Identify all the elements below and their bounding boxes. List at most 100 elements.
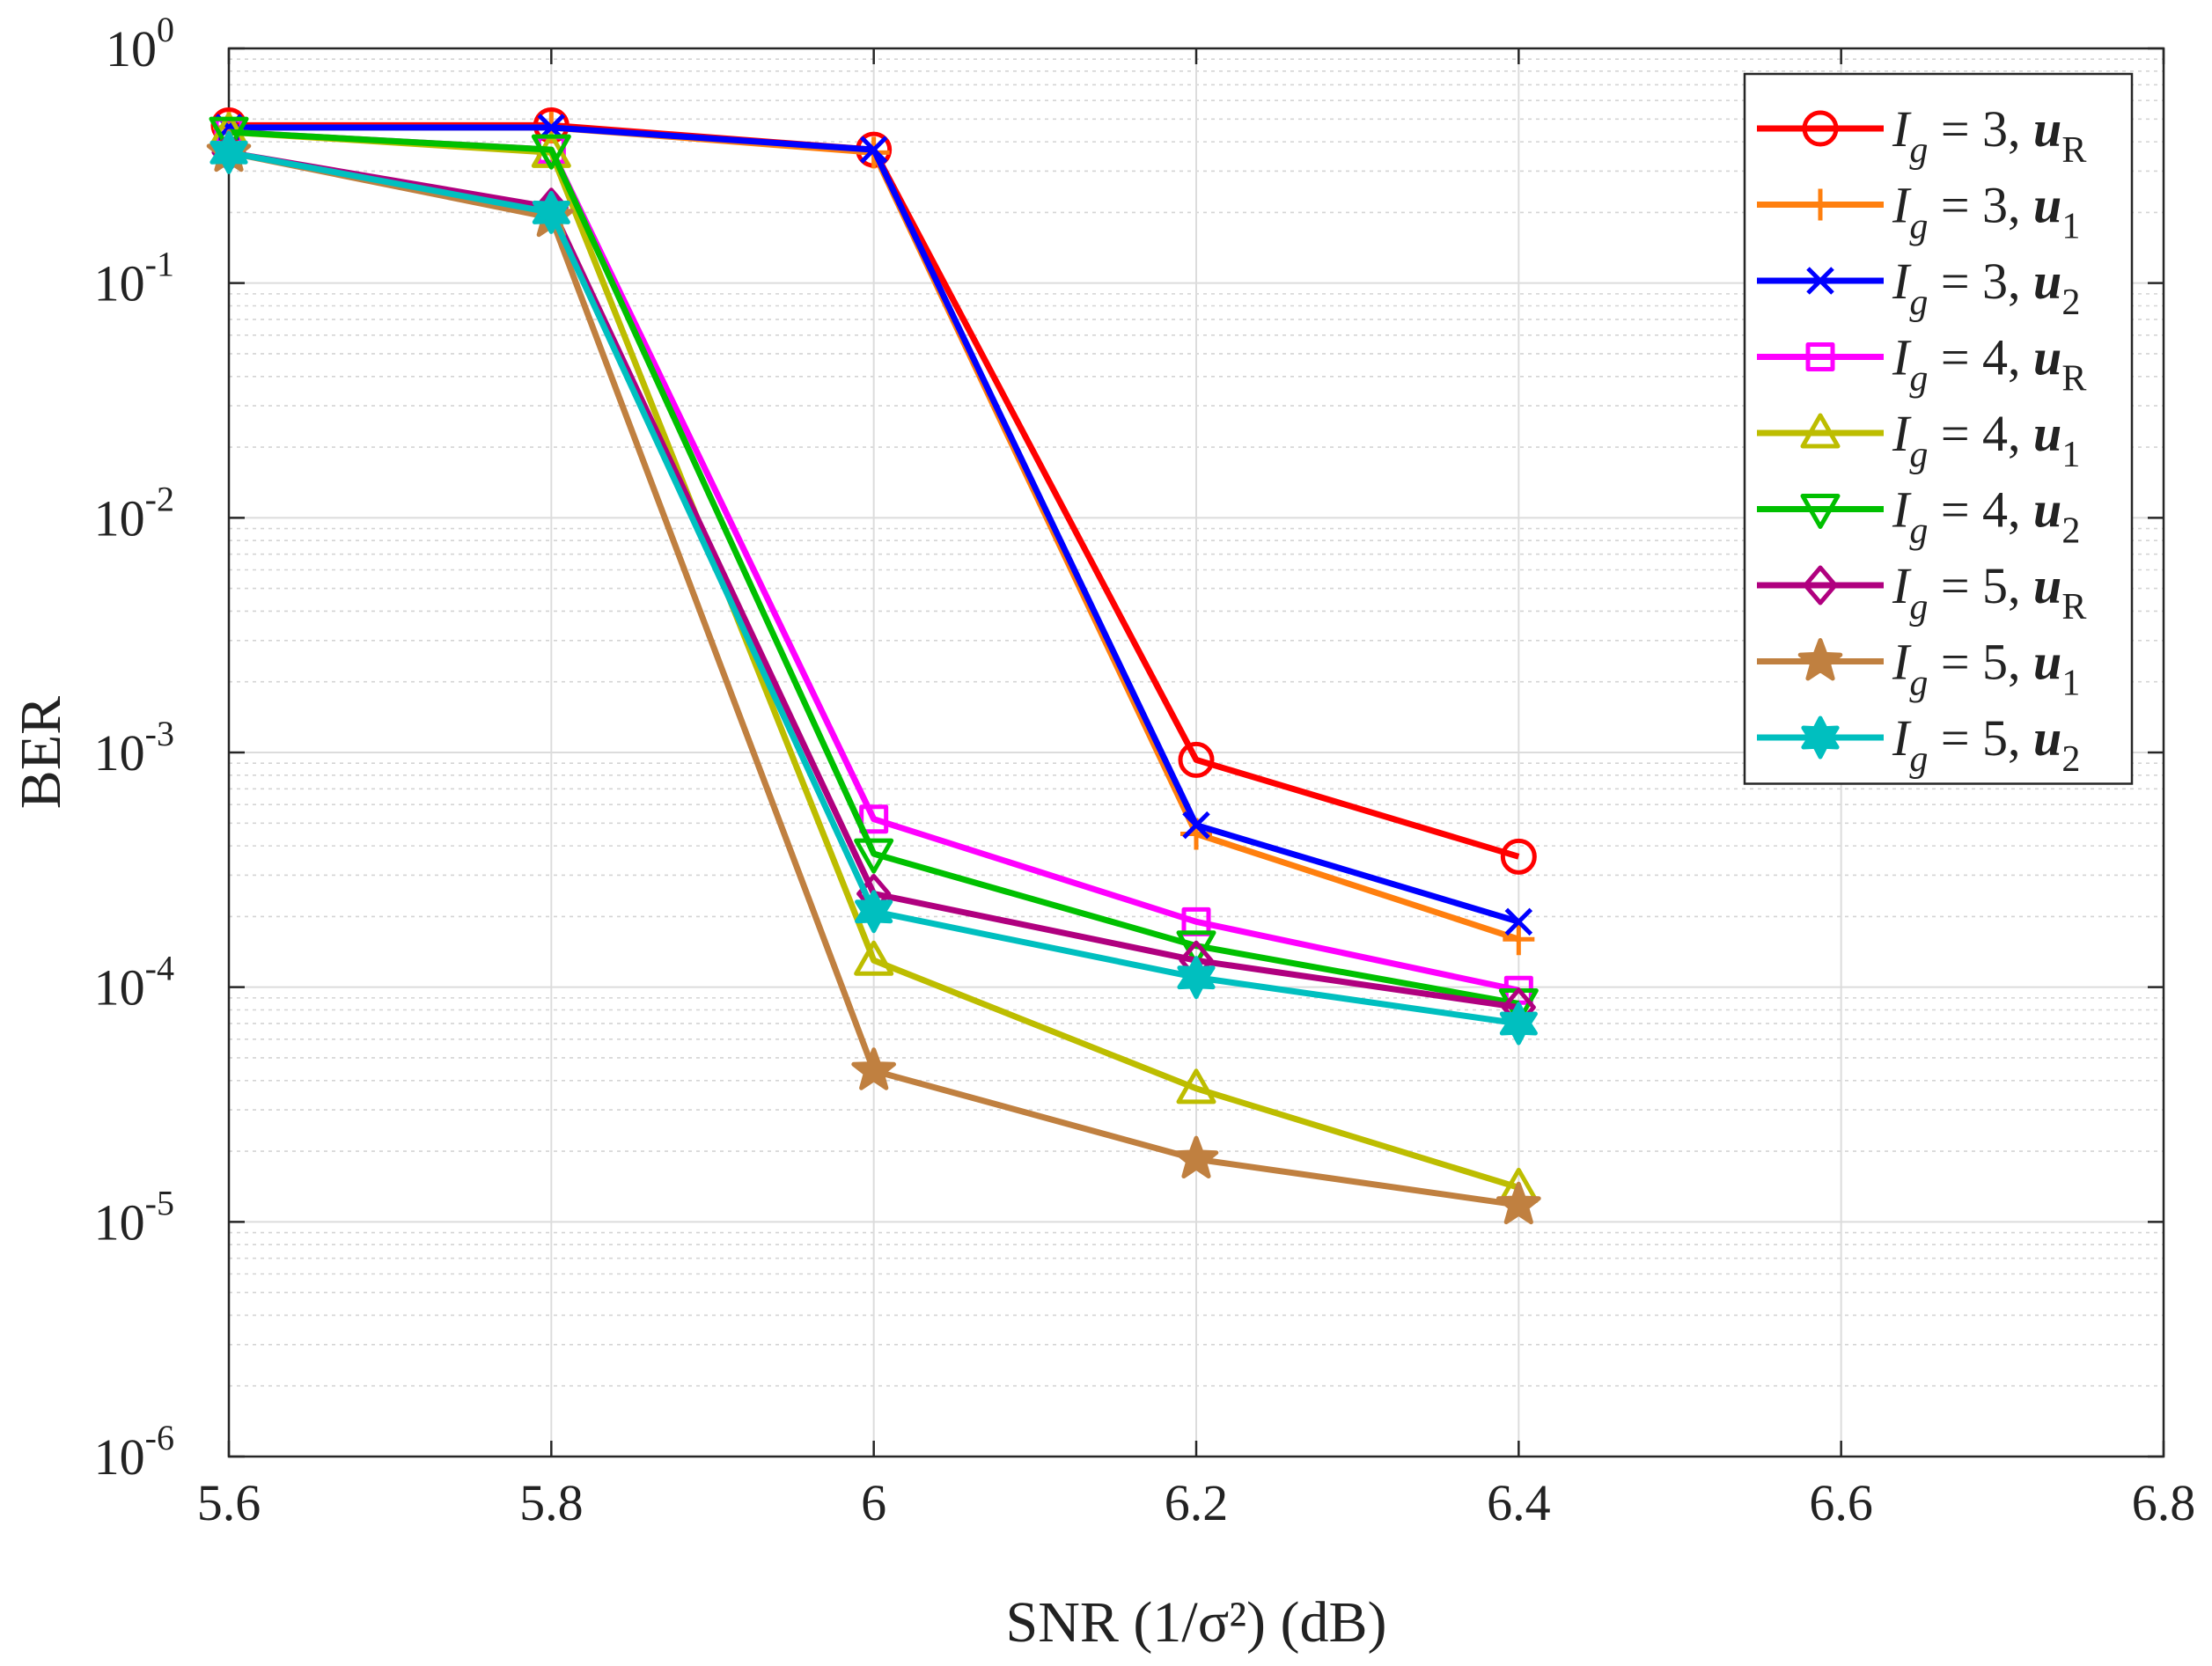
text-span: -1	[145, 245, 174, 284]
text-span: 10	[94, 1193, 145, 1251]
text-span: -4	[145, 949, 174, 988]
text-span: I	[1892, 557, 1912, 614]
text-span: 10	[94, 255, 145, 312]
legend-label: Ig = 4, u1	[1892, 405, 2080, 475]
text-span: I	[1892, 405, 1912, 462]
data-point	[1176, 1068, 1216, 1105]
text-span: 2	[2061, 283, 2080, 323]
legend-label: Ig = 3, u2	[1892, 253, 2080, 323]
data-point	[1504, 907, 1533, 936]
text-span: g	[1909, 130, 1928, 171]
y-tick-label: 100	[106, 10, 174, 77]
text-span: 10	[94, 724, 145, 782]
text-span: g	[1909, 283, 1928, 323]
data-point	[1500, 838, 1537, 875]
text-span: u	[2033, 634, 2061, 691]
series-lines	[206, 106, 1541, 1225]
text-span: g	[1909, 511, 1928, 552]
text-span: g	[1909, 739, 1928, 780]
text-span: I	[1892, 253, 1912, 310]
text-span: R	[2061, 359, 2086, 400]
text-span: I	[1892, 634, 1912, 691]
legend-marker	[1800, 494, 1841, 529]
text-span: 10	[106, 20, 157, 77]
x-tick-label: 6	[861, 1474, 886, 1531]
x-tick-label: 6.4	[1487, 1474, 1551, 1531]
data-point	[1503, 923, 1535, 956]
text-span: 2	[2061, 511, 2080, 552]
data-point	[1178, 741, 1215, 778]
text-span: = 4,	[1928, 405, 2033, 462]
legend-marker	[1804, 188, 1836, 221]
legend-entry: Ig = 3, u2	[1757, 253, 2080, 323]
text-span: u	[2033, 405, 2061, 462]
legend-entry: Ig = 4, u1	[1757, 405, 2080, 475]
text-span: -3	[145, 714, 174, 753]
data-point	[1182, 811, 1210, 840]
text-span: u	[2033, 709, 2061, 767]
text-span: 10	[94, 959, 145, 1016]
text-span: u	[2033, 253, 2061, 310]
legend-marker	[1800, 413, 1841, 449]
y-tick-label: 10-3	[94, 714, 174, 782]
text-span: 1	[2061, 664, 2080, 704]
text-span: u	[2033, 100, 2061, 158]
x-tick-label: 6.8	[2132, 1474, 2196, 1531]
data-point	[1177, 956, 1216, 1000]
text-span: 0	[157, 10, 174, 49]
text-span: = 5,	[1928, 634, 2033, 691]
legend-label: Ig = 5, u2	[1892, 709, 2080, 780]
text-span: = 4,	[1928, 481, 2033, 539]
legend-entry: Ig = 4, u2	[1757, 481, 2080, 552]
series-ig-5-u2	[209, 130, 1538, 1046]
text-span: g	[1909, 435, 1928, 475]
legend-entry: Ig = 5, u1	[1757, 634, 2080, 704]
text-span: = 4,	[1928, 329, 2033, 386]
text-span: I	[1892, 329, 1912, 386]
text-span: 1	[2061, 435, 2080, 475]
text-span: g	[1909, 359, 1928, 400]
legend-label: Ig = 3, uR	[1892, 100, 2086, 171]
text-span: g	[1909, 664, 1928, 704]
text-span: = 5,	[1928, 709, 2033, 767]
text-span: -6	[145, 1418, 174, 1457]
y-tick-label: 10-4	[94, 949, 174, 1016]
data-point	[854, 838, 894, 874]
data-point	[531, 134, 571, 170]
text-span: I	[1892, 177, 1912, 234]
text-span: = 3,	[1928, 100, 2033, 158]
x-tick-label: 6.6	[1809, 1474, 1873, 1531]
y-axis-label: BER	[9, 696, 73, 809]
text-span: -5	[145, 1183, 174, 1222]
text-span: = 3,	[1928, 177, 2033, 234]
legend-label: Ig = 5, uR	[1892, 557, 2086, 628]
legend-marker	[1797, 638, 1843, 681]
y-tick-label: 10-6	[94, 1418, 174, 1486]
legend-entry: Ig = 4, uR	[1757, 329, 2086, 400]
y-tick-label: 10-1	[94, 245, 174, 312]
legend-box	[1743, 72, 2134, 785]
text-span: = 5,	[1928, 557, 2033, 614]
legend-label: Ig = 4, u2	[1892, 481, 2080, 552]
text-span: u	[2033, 557, 2061, 614]
text-span: I	[1892, 709, 1912, 767]
legend-label: Ig = 3, u1	[1892, 177, 2080, 247]
text-span: = 3,	[1928, 253, 2033, 310]
text-span: 10	[94, 1428, 145, 1486]
y-tick-label: 10-2	[94, 479, 174, 547]
data-point	[1173, 1135, 1219, 1178]
legend-entry: Ig = 5, u2	[1757, 709, 2080, 780]
text-span: u	[2033, 177, 2061, 234]
legend-label: Ig = 4, uR	[1892, 329, 2086, 400]
data-point	[1499, 1002, 1538, 1046]
x-tick-label: 5.6	[197, 1474, 261, 1531]
data-point	[859, 804, 889, 834]
data-point	[1176, 930, 1216, 966]
legend-marker	[1803, 565, 1838, 605]
series-line	[228, 128, 1519, 1007]
text-span: 2	[2061, 739, 2080, 780]
legend-entry: Ig = 5, uR	[1757, 557, 2086, 628]
axis-ticks: 5.6 5.8 6 6.2 6.4 6.6 6.810010-110-210-310-410…	[94, 10, 2196, 1531]
